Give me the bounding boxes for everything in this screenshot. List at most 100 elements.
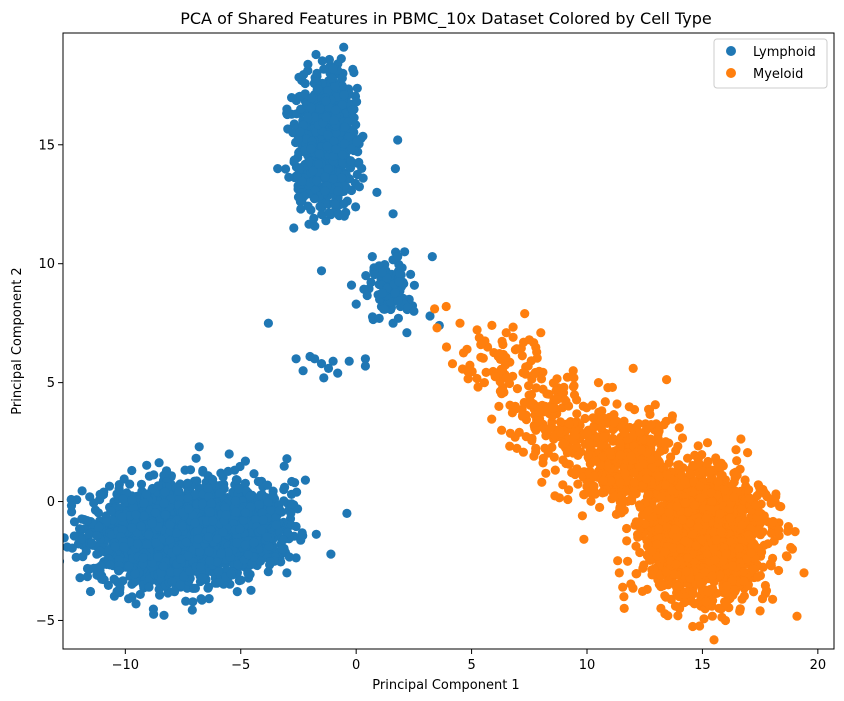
- data-point: [188, 597, 198, 607]
- data-point: [218, 527, 228, 538]
- data-point: [212, 557, 222, 567]
- data-point: [255, 556, 266, 566]
- data-point: [330, 105, 341, 115]
- data-point: [76, 534, 86, 545]
- data-point: [288, 128, 298, 138]
- data-point: [699, 614, 709, 624]
- data-point: [139, 498, 149, 508]
- data-point: [262, 532, 272, 542]
- data-point: [240, 540, 250, 550]
- data-point: [289, 155, 299, 165]
- data-point: [309, 194, 320, 204]
- data-point: [393, 252, 403, 262]
- data-point: [273, 164, 283, 174]
- data-point: [395, 269, 405, 279]
- data-point: [331, 144, 341, 154]
- data-point: [390, 164, 400, 174]
- data-point: [226, 569, 236, 579]
- data-point: [308, 166, 318, 176]
- data-point: [236, 575, 246, 585]
- data-point: [320, 186, 330, 196]
- data-point: [22, 599, 31, 608]
- data-point: [334, 209, 344, 219]
- data-point: [216, 548, 226, 559]
- data-point: [105, 560, 115, 570]
- data-point: [328, 151, 338, 161]
- data-point: [78, 552, 88, 562]
- data-point: [311, 49, 321, 60]
- data-point: [372, 187, 382, 197]
- data-point: [204, 546, 214, 557]
- data-point: [135, 589, 145, 600]
- data-point: [357, 163, 367, 173]
- data-point: [153, 481, 163, 491]
- data-point: [661, 592, 671, 602]
- data-point: [251, 515, 261, 525]
- data-point: [732, 456, 742, 466]
- data-point: [379, 304, 389, 314]
- data-point: [303, 201, 313, 211]
- data-point: [342, 508, 352, 518]
- data-point: [695, 621, 705, 631]
- data-point: [293, 504, 303, 514]
- data-point: [292, 171, 302, 181]
- data-point: [279, 485, 289, 495]
- data-point: [195, 547, 205, 557]
- data-point: [333, 368, 343, 378]
- data-point: [271, 513, 281, 523]
- data-point: [358, 173, 368, 183]
- data-point: [322, 141, 332, 151]
- data-point: [286, 489, 297, 499]
- data-point: [317, 209, 327, 220]
- data-point: [370, 269, 380, 280]
- data-point: [306, 102, 316, 113]
- data-point: [293, 192, 304, 202]
- data-point: [339, 42, 349, 52]
- data-point: [282, 104, 292, 114]
- data-point: [142, 460, 152, 470]
- data-point: [306, 144, 316, 154]
- data-point: [75, 524, 85, 534]
- data-point: [275, 505, 285, 515]
- data-point: [352, 97, 362, 107]
- data-point: [361, 271, 371, 281]
- data-point: [14, 554, 23, 563]
- data-point: [297, 176, 307, 186]
- data-point: [339, 139, 350, 149]
- data-point: [265, 557, 275, 567]
- data-point: [223, 547, 233, 557]
- data-point: [190, 490, 200, 500]
- data-point: [246, 585, 256, 595]
- data-point: [198, 465, 208, 476]
- series-myeloid: [430, 301, 809, 645]
- data-point: [160, 510, 170, 520]
- data-point: [185, 465, 196, 475]
- data-point: [230, 496, 241, 506]
- data-point: [206, 498, 216, 508]
- data-point: [130, 576, 141, 586]
- data-point: [118, 494, 128, 504]
- data-point: [702, 438, 713, 448]
- data-point: [354, 182, 364, 192]
- data-point: [346, 143, 357, 154]
- data-point: [215, 488, 225, 498]
- data-point: [425, 311, 435, 321]
- data-point: [161, 466, 172, 476]
- data-point: [626, 579, 636, 589]
- data-point: [321, 96, 331, 106]
- data-point: [333, 186, 343, 196]
- data-point: [170, 586, 180, 596]
- data-point: [172, 545, 182, 555]
- data-point: [319, 373, 329, 383]
- data-point: [231, 475, 241, 485]
- data-point: [330, 199, 340, 209]
- data-point: [138, 553, 148, 563]
- data-point: [127, 592, 137, 602]
- data-point: [300, 78, 310, 89]
- data-point: [212, 534, 222, 544]
- data-point: [208, 516, 218, 526]
- data-point: [115, 587, 125, 598]
- data-point: [117, 512, 127, 522]
- data-point: [337, 73, 347, 83]
- data-point: [287, 499, 297, 509]
